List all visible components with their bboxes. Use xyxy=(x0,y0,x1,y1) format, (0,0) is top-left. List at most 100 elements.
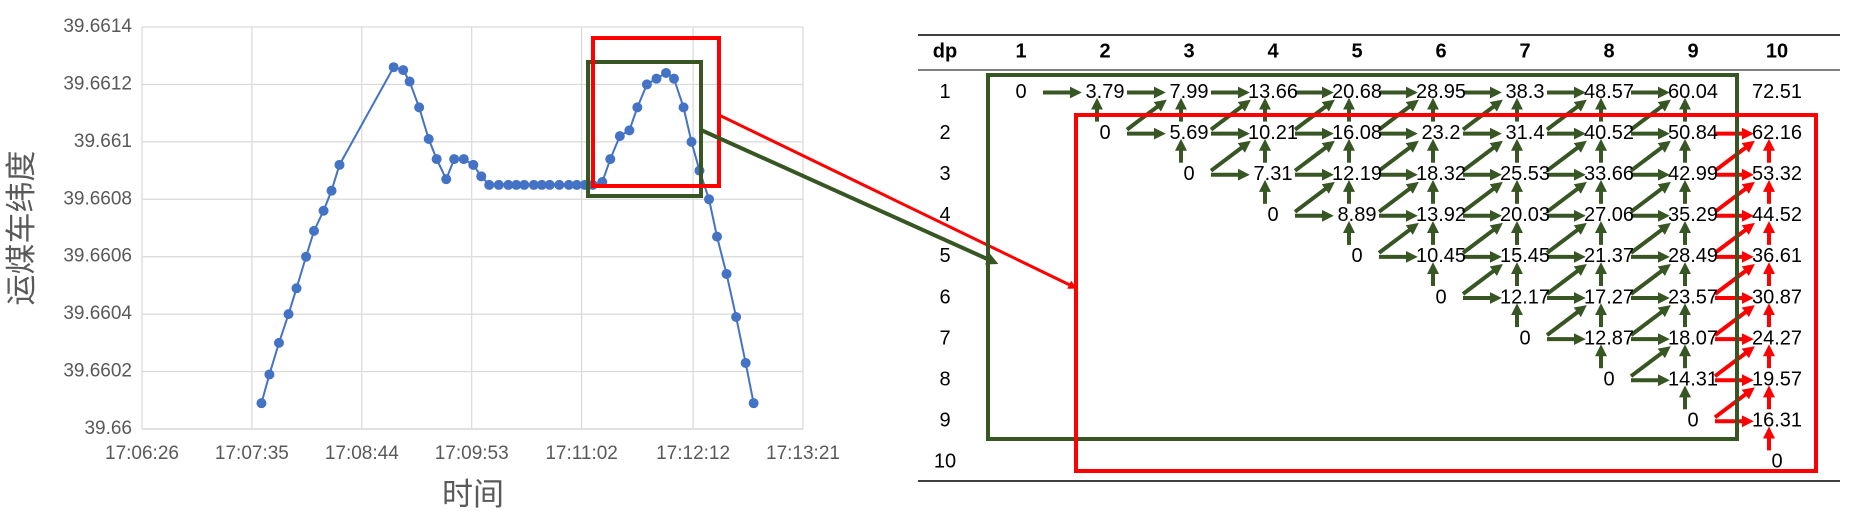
data-point xyxy=(326,185,337,196)
dp-cell: 19.57 xyxy=(1752,368,1802,390)
dp-cell: 53.32 xyxy=(1752,163,1802,185)
dp-cell: 0 xyxy=(1687,410,1698,432)
dp-cell: 30.87 xyxy=(1752,286,1802,308)
dp-arrow xyxy=(1461,181,1503,214)
dp-cell: 10.45 xyxy=(1416,245,1466,267)
data-point xyxy=(678,102,689,113)
data-point xyxy=(414,102,425,113)
x-axis-title: 时间 xyxy=(442,477,504,512)
dp-arrow xyxy=(1629,305,1671,337)
dp-arrow xyxy=(1713,140,1755,173)
dp-arrow xyxy=(1461,222,1503,255)
dp-cell: 72.51 xyxy=(1752,81,1802,103)
y-tick-label: 39.661 xyxy=(74,131,132,152)
data-point xyxy=(661,67,672,78)
dp-cell: 10.21 xyxy=(1248,122,1298,144)
data-point xyxy=(740,357,751,368)
dp-cell: 14.31 xyxy=(1668,368,1718,390)
data-point xyxy=(651,73,662,84)
dp-cell: 0 xyxy=(1771,451,1782,473)
data-point xyxy=(605,154,616,165)
dp-cell: 13.66 xyxy=(1248,81,1298,103)
row-label: 6 xyxy=(939,286,950,308)
dp-arrow xyxy=(1629,181,1671,214)
data-point xyxy=(283,309,294,320)
header-cell: 5 xyxy=(1351,40,1362,62)
y-tick-label: 39.6608 xyxy=(63,188,132,209)
dp-cell: 7.31 xyxy=(1254,163,1293,185)
data-point xyxy=(721,268,732,279)
dp-cell: 24.27 xyxy=(1752,327,1802,349)
x-tick-label: 17:09:53 xyxy=(435,443,509,464)
dp-cell: 62.16 xyxy=(1752,122,1802,144)
red-connector xyxy=(718,113,1078,289)
data-point xyxy=(668,73,679,84)
data-point xyxy=(503,179,514,190)
dp-cell: 0 xyxy=(1351,245,1362,267)
dp-cell: 15.45 xyxy=(1500,245,1550,267)
y-tick-label: 39.6604 xyxy=(63,303,132,324)
dp-cell: 0 xyxy=(1099,122,1110,144)
x-tick-label: 17:11:02 xyxy=(545,443,618,464)
y-tick-label: 39.6602 xyxy=(63,361,132,382)
dp-cell: 25.53 xyxy=(1500,163,1550,185)
dp-arrow xyxy=(1629,264,1671,296)
dp-cell: 12.19 xyxy=(1332,163,1382,185)
dp-arrow xyxy=(1545,140,1587,173)
dp-cell: 38.3 xyxy=(1506,81,1545,103)
data-point xyxy=(309,225,320,236)
dp-cell: 42.99 xyxy=(1668,163,1718,185)
dp-cell: 8.89 xyxy=(1338,204,1377,226)
row-label: 9 xyxy=(939,410,950,432)
data-point xyxy=(468,159,479,170)
header-cell: 9 xyxy=(1687,40,1698,62)
dp-cell: 20.03 xyxy=(1500,204,1550,226)
dp-cell: 28.49 xyxy=(1668,245,1718,267)
y-tick-label: 39.6614 xyxy=(63,16,132,37)
dp-arrow xyxy=(1209,140,1251,173)
red-highlight xyxy=(591,36,721,188)
dp-arrow xyxy=(1629,140,1671,173)
dp-cell: 5.69 xyxy=(1170,122,1209,144)
dp-cell: 12.87 xyxy=(1584,327,1634,349)
data-point xyxy=(291,283,302,294)
data-point xyxy=(431,154,442,165)
data-point xyxy=(301,251,312,262)
data-point xyxy=(748,398,759,409)
dp-arrow xyxy=(1545,181,1587,214)
data-point xyxy=(641,79,652,90)
dp-cell: 23.2 xyxy=(1422,122,1461,144)
dp-cell: 0 xyxy=(1603,368,1614,390)
dp-cell: 50.84 xyxy=(1668,122,1718,144)
dp-cell: 36.61 xyxy=(1752,245,1802,267)
data-point xyxy=(711,231,722,242)
row-label: 3 xyxy=(939,163,950,185)
data-point xyxy=(264,369,275,380)
data-point xyxy=(484,179,495,190)
data-point xyxy=(731,312,742,323)
dp-cell: 31.4 xyxy=(1506,122,1545,144)
row-label: 2 xyxy=(939,122,950,144)
data-point xyxy=(704,194,715,205)
line-chart: 39.66 39.6602 39.6604 39.6606 39.6608 39.661 3… xyxy=(63,16,840,464)
header-cell: 8 xyxy=(1603,40,1614,62)
header-cell: 2 xyxy=(1099,40,1110,62)
dp-cell: 18.07 xyxy=(1668,327,1718,349)
data-point xyxy=(388,62,399,73)
dp-cell: 44.52 xyxy=(1752,204,1802,226)
data-point xyxy=(544,179,555,190)
header-cell: 1 xyxy=(1015,40,1026,62)
dp-arrow xyxy=(1377,222,1419,255)
header-cell: 7 xyxy=(1519,40,1530,62)
header-cell: 6 xyxy=(1435,40,1446,62)
data-point xyxy=(458,154,469,165)
row-label: 5 xyxy=(939,245,950,267)
data-point xyxy=(318,205,329,216)
row-label: 7 xyxy=(939,327,950,349)
data-point xyxy=(256,398,267,409)
dp-table: dp 1 2 3 4 5 6 7 8 9 101 0 3.79 7.99 13.66 20.68 28.95 38… xyxy=(933,40,1802,472)
data-point xyxy=(441,174,452,185)
dp-cell: 0 xyxy=(1183,163,1194,185)
dp-arrow xyxy=(1377,181,1419,214)
x-tick-label: 17:12:12 xyxy=(656,443,730,464)
